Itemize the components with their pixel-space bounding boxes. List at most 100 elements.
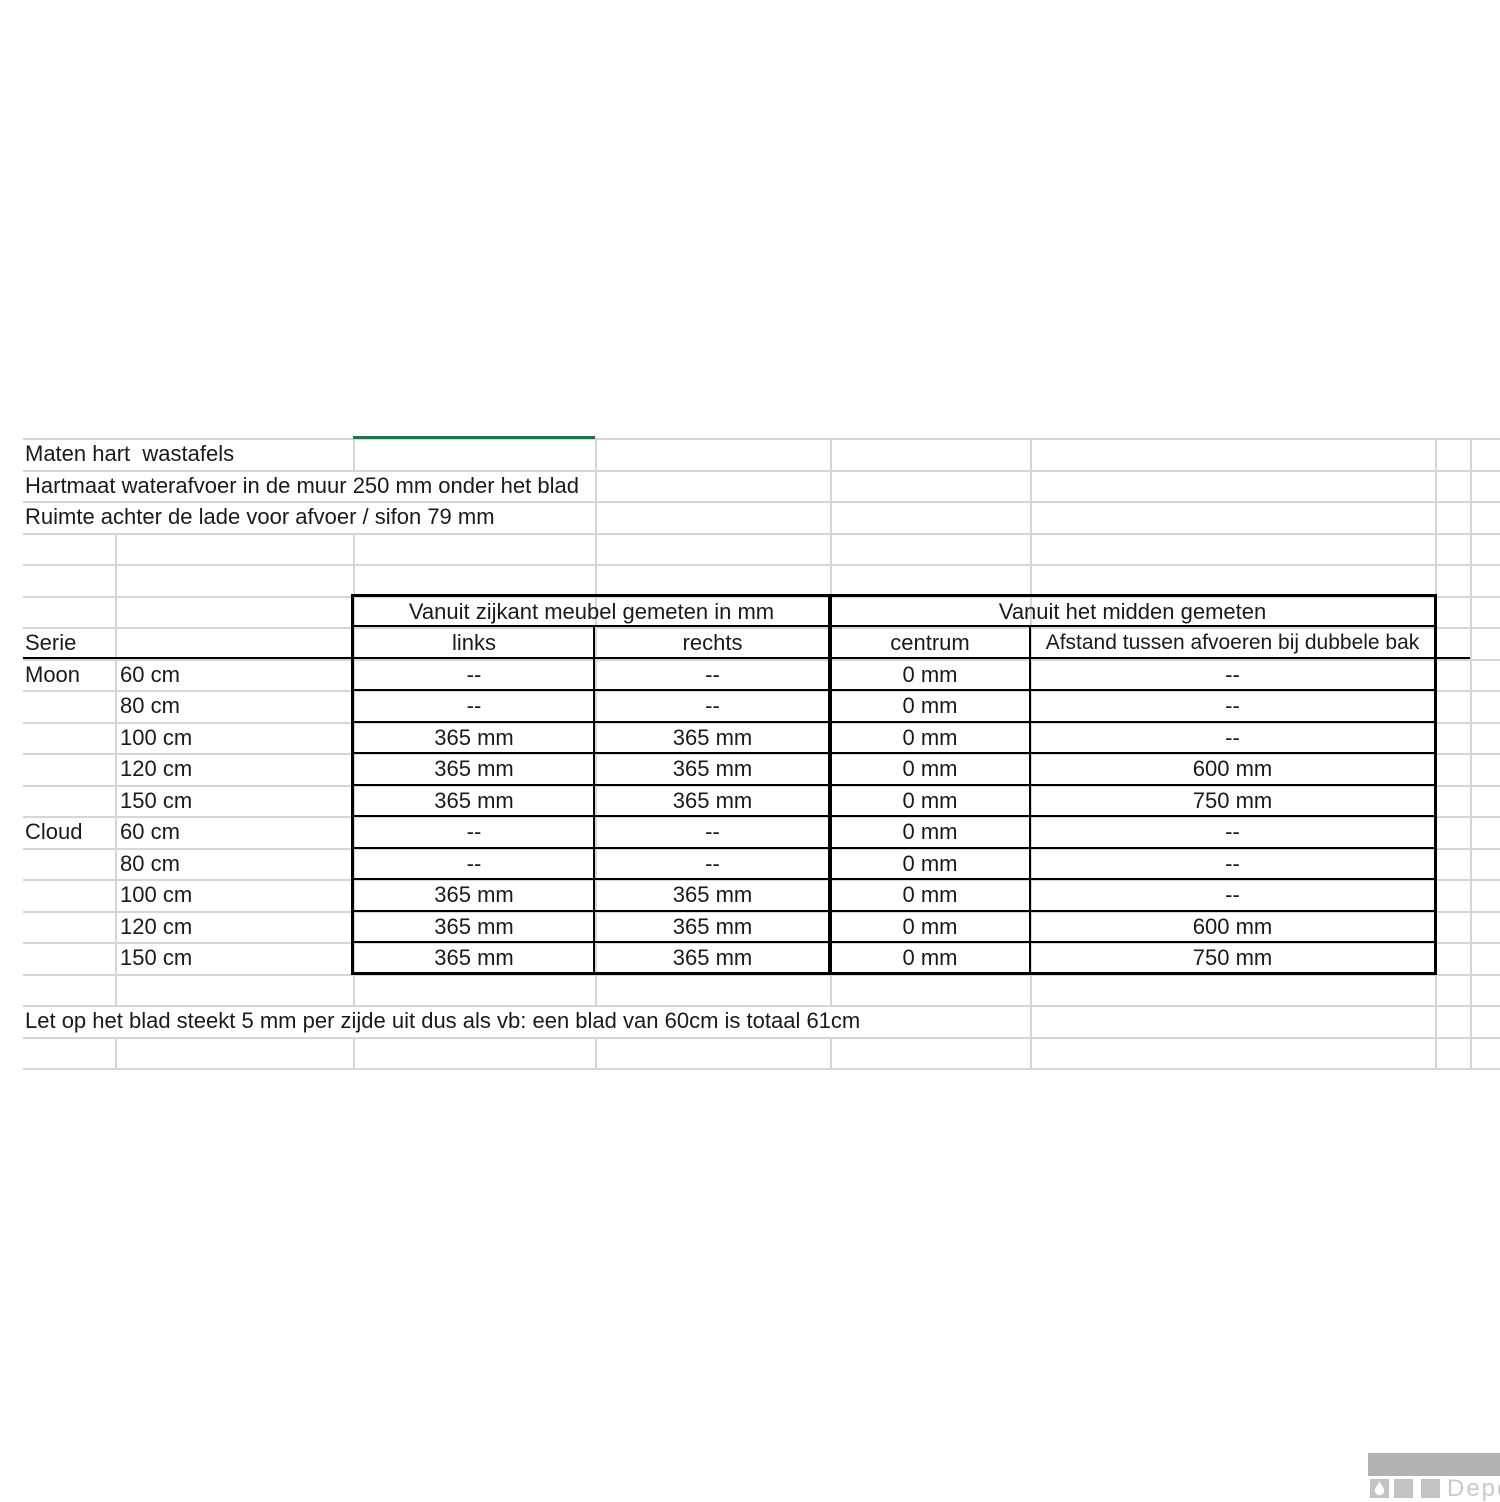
brand-bar: Tegel&sanitair — [1368, 1453, 1500, 1498]
cell-afstand: -- — [1225, 725, 1240, 750]
gridline — [23, 690, 1500, 692]
table-border — [828, 594, 832, 975]
gridline — [23, 785, 1500, 787]
table-border — [351, 594, 354, 975]
gridline — [23, 942, 1500, 944]
table-row: 100 cm 365 mm 365 mm 0 mm -- — [0, 722, 1500, 753]
cell-rechts: -- — [705, 851, 720, 876]
cell-afstand: 600 mm — [1192, 756, 1273, 781]
cell-links: 365 mm — [434, 882, 514, 907]
gridline — [23, 596, 1500, 598]
cell-rechts: 365 mm — [672, 756, 753, 781]
table-border — [1029, 626, 1031, 975]
gridline — [23, 564, 1500, 566]
gridline — [115, 1037, 117, 1068]
table-row: Moon 60 cm -- -- 0 mm -- — [0, 659, 1500, 690]
table-border — [353, 847, 1435, 849]
table-border — [593, 626, 595, 975]
gridline — [115, 533, 117, 1005]
table-border — [353, 752, 1435, 754]
cell-serie — [25, 722, 117, 753]
cell-afstand: 750 mm — [1192, 945, 1273, 970]
cell-centrum: 0 mm — [902, 851, 958, 876]
table-row: 80 cm -- -- 0 mm -- — [0, 848, 1500, 879]
cell-links: -- — [466, 851, 482, 876]
table-border — [353, 625, 1435, 627]
table-border — [353, 689, 1435, 691]
gridline — [23, 627, 1500, 629]
gridline — [23, 848, 1500, 850]
cell-serie — [25, 690, 117, 721]
drop-square — [1370, 1479, 1389, 1498]
cell-links: -- — [466, 693, 482, 718]
gridline — [23, 438, 1500, 440]
cell-centrum: 0 mm — [902, 756, 958, 781]
cell-serie — [25, 848, 117, 879]
group-header-left: Vanuit zijkant meubel gemeten in mm — [408, 599, 775, 624]
gridline — [23, 1037, 1500, 1039]
gridline — [23, 1068, 1500, 1070]
cell-size: 100 cm — [120, 882, 193, 907]
cell-size: 120 cm — [120, 914, 193, 939]
table-border — [353, 815, 1435, 817]
table-border — [351, 594, 1437, 597]
cell-links: -- — [466, 662, 482, 687]
cell-links: 365 mm — [434, 788, 514, 813]
gridline — [1470, 438, 1472, 1068]
cell-centrum: 0 mm — [902, 662, 958, 687]
cell-size: 100 cm — [120, 725, 193, 750]
table-border — [353, 941, 1435, 943]
gridline — [353, 1037, 355, 1068]
cell-links: 365 mm — [434, 945, 514, 970]
cell-size: 120 cm — [120, 756, 193, 781]
note-text: Let op het blad steekt 5 mm per zijde ui… — [25, 1008, 861, 1033]
gridline — [23, 1005, 1500, 1007]
cell-rechts: -- — [705, 819, 720, 844]
cell-centrum: 0 mm — [902, 882, 958, 907]
cell-afstand: -- — [1225, 662, 1240, 687]
cell-serie — [25, 942, 117, 973]
group-header-right: Vanuit het midden gemeten — [998, 599, 1267, 624]
cell-links: -- — [466, 819, 482, 844]
gridline — [23, 816, 1500, 818]
cell-rechts: -- — [705, 693, 720, 718]
table-border — [353, 721, 1435, 723]
cell-serie — [25, 753, 117, 784]
info-line-ruimte: Ruimte achter de lade voor afvoer / sifo… — [25, 504, 495, 529]
table-border — [1434, 594, 1437, 975]
cell-links: 365 mm — [434, 725, 514, 750]
cell-rechts: 365 mm — [672, 788, 753, 813]
table-row: Cloud 60 cm -- -- 0 mm -- — [0, 816, 1500, 847]
gridline — [23, 974, 1500, 976]
table-row: 150 cm 365 mm 365 mm 0 mm 750 mm — [0, 942, 1500, 973]
info-line-hartmaat: Hartmaat waterafvoer in de muur 250 mm o… — [25, 473, 579, 498]
gridline — [830, 1037, 832, 1068]
cell-size: 150 cm — [120, 788, 193, 813]
gridline — [23, 753, 1500, 755]
info-line-title: Maten hart wastafels — [25, 441, 235, 466]
table-border — [23, 657, 1470, 659]
table-row: 100 cm 365 mm 365 mm 0 mm -- — [0, 879, 1500, 910]
cell-afstand: -- — [1225, 851, 1240, 876]
cell-links: 365 mm — [434, 914, 514, 939]
cell-afstand: -- — [1225, 819, 1240, 844]
table-border — [353, 784, 1435, 786]
table-row: 120 cm 365 mm 365 mm 0 mm 600 mm — [0, 753, 1500, 784]
logo-square — [1394, 1479, 1413, 1498]
cell-size: 150 cm — [120, 945, 193, 970]
table-border — [353, 878, 1435, 880]
gridline — [23, 501, 1500, 503]
cell-size: 60 cm — [120, 819, 180, 844]
cell-centrum: 0 mm — [902, 914, 958, 939]
selection-border — [353, 436, 595, 439]
column-header-afstand: Afstand tussen afvoeren bij dubbele bak — [1045, 631, 1420, 654]
cell-centrum: 0 mm — [902, 725, 958, 750]
gridline — [595, 1037, 597, 1068]
cell-serie — [25, 879, 117, 910]
cell-serie: Moon — [25, 662, 81, 687]
gridline — [23, 911, 1500, 913]
cell-serie: Cloud — [25, 819, 83, 844]
table-row: 120 cm 365 mm 365 mm 0 mm 600 mm — [0, 911, 1500, 942]
depot-text: Depot — [1447, 1475, 1500, 1502]
